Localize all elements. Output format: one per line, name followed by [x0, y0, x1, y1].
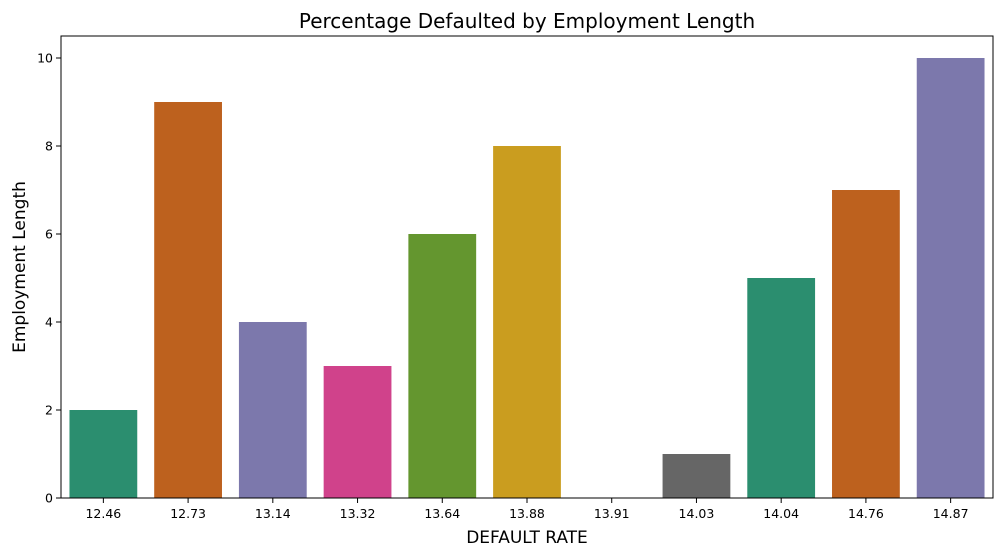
bar-14.04: [747, 278, 816, 498]
x-tick-label: 14.87: [933, 506, 969, 521]
y-axis-label: Employment Length: [10, 181, 30, 353]
x-tick-label: 13.91: [594, 506, 630, 521]
x-axis-ticks: 12.46 12.73 13.14 13.32 13.64 13.88 13.91 14.03…: [85, 498, 969, 521]
bar-13.14: [238, 322, 307, 498]
bar-12.46: [69, 410, 138, 498]
x-tick-label: 13.88: [509, 506, 545, 521]
y-tick-label: 0: [45, 491, 53, 506]
bar-13.88: [493, 146, 561, 498]
y-tick-label: 8: [45, 139, 53, 154]
plot-frame: [60, 35, 994, 499]
x-tick-label: 13.64: [424, 506, 460, 521]
y-tick-label: 4: [45, 315, 53, 330]
x-tick-label: 12.46: [85, 506, 121, 521]
x-axis-label: DEFAULT RATE: [466, 528, 588, 548]
y-tick-label: 2: [45, 403, 53, 418]
y-axis-ticks: 0 2 4 6 8 10: [37, 51, 61, 506]
bars-group: [69, 58, 985, 498]
x-tick-label: 14.03: [679, 506, 715, 521]
bar-14.76: [832, 190, 900, 498]
x-tick-label: 13.14: [255, 506, 291, 521]
chart-title: Percentage Defaulted by Employment Lengt…: [299, 9, 755, 33]
bar-13.64: [408, 234, 477, 498]
x-tick-label: 14.04: [763, 506, 799, 521]
bar-14.87: [916, 58, 985, 498]
y-tick-label: 6: [45, 227, 53, 242]
x-tick-label: 14.76: [848, 506, 884, 521]
bar-13.32: [323, 366, 392, 498]
bar-14.03: [662, 454, 731, 498]
x-tick-label: 12.73: [170, 506, 206, 521]
x-tick-label: 13.32: [340, 506, 376, 521]
y-tick-label: 10: [37, 51, 53, 66]
bar-12.73: [154, 102, 222, 498]
